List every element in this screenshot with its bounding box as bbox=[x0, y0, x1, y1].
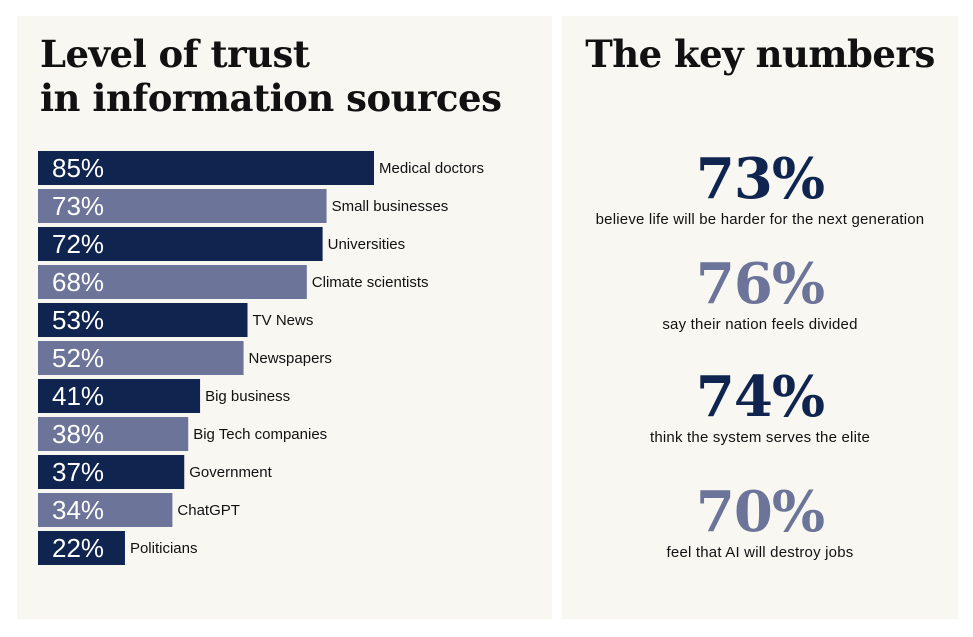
bar bbox=[38, 265, 307, 299]
stat-number: 73% bbox=[695, 146, 825, 212]
bar bbox=[38, 151, 374, 185]
bar-value-label: 37% bbox=[52, 457, 104, 487]
category-label: Climate scientists bbox=[312, 274, 429, 291]
trust-bar-chart: 85% Medical doctors 73% Small businesses 72%… bbox=[38, 151, 484, 565]
stat-item: 73% believe life will be harder for the … bbox=[562, 149, 958, 228]
bar-value-label: 72% bbox=[52, 229, 104, 259]
trust-chart-panel: Level of trust in information sources 85… bbox=[17, 16, 552, 619]
bar-value-label: 34% bbox=[52, 495, 104, 525]
bar bbox=[38, 531, 125, 565]
category-label: TV News bbox=[253, 312, 314, 329]
category-label: Universities bbox=[328, 236, 406, 253]
stat-number: 76% bbox=[695, 251, 825, 317]
bar bbox=[38, 379, 201, 413]
stat-caption: believe life will be harder for the next… bbox=[595, 211, 925, 228]
bar bbox=[38, 227, 323, 261]
category-label: Big Tech companies bbox=[193, 426, 327, 443]
bar-value-label: 52% bbox=[52, 343, 104, 373]
bar bbox=[38, 189, 327, 223]
bar-value-label: 85% bbox=[52, 153, 104, 183]
stat-caption: say their nation feels divided bbox=[662, 316, 858, 333]
bar-value-label: 73% bbox=[52, 191, 104, 221]
category-label: Big business bbox=[205, 388, 290, 405]
bar bbox=[38, 455, 185, 489]
category-label: Newspapers bbox=[249, 350, 332, 367]
bar bbox=[38, 303, 248, 337]
bar bbox=[38, 493, 173, 527]
chart-title: Level of trust in information sources bbox=[40, 32, 502, 120]
stat-number: 74% bbox=[695, 364, 825, 430]
bar-value-label: 53% bbox=[52, 305, 104, 335]
stat-caption: think the system serves the elite bbox=[649, 429, 871, 446]
bar bbox=[38, 417, 189, 451]
bar-value-label: 22% bbox=[52, 533, 104, 563]
stat-number: 70% bbox=[695, 479, 825, 545]
stat-item: 70% feel that AI will destroy jobs bbox=[562, 482, 958, 561]
stat-item: 74% think the system serves the elite bbox=[562, 367, 958, 446]
bar-value-label: 41% bbox=[52, 381, 104, 411]
category-label: Politicians bbox=[130, 540, 198, 557]
stat-caption: feel that AI will destroy jobs bbox=[666, 544, 854, 561]
bar-value-label: 38% bbox=[52, 419, 104, 449]
bar bbox=[38, 341, 244, 375]
category-label: Small businesses bbox=[332, 198, 449, 215]
stat-item: 76% say their nation feels divided bbox=[562, 254, 958, 333]
category-label: Government bbox=[189, 464, 272, 481]
category-label: ChatGPT bbox=[177, 502, 240, 519]
bar-value-label: 68% bbox=[52, 267, 104, 297]
category-label: Medical doctors bbox=[379, 160, 484, 177]
key-numbers-panel: The key numbers 73% believe life will be… bbox=[562, 16, 958, 619]
key-numbers-title: The key numbers bbox=[585, 32, 935, 76]
